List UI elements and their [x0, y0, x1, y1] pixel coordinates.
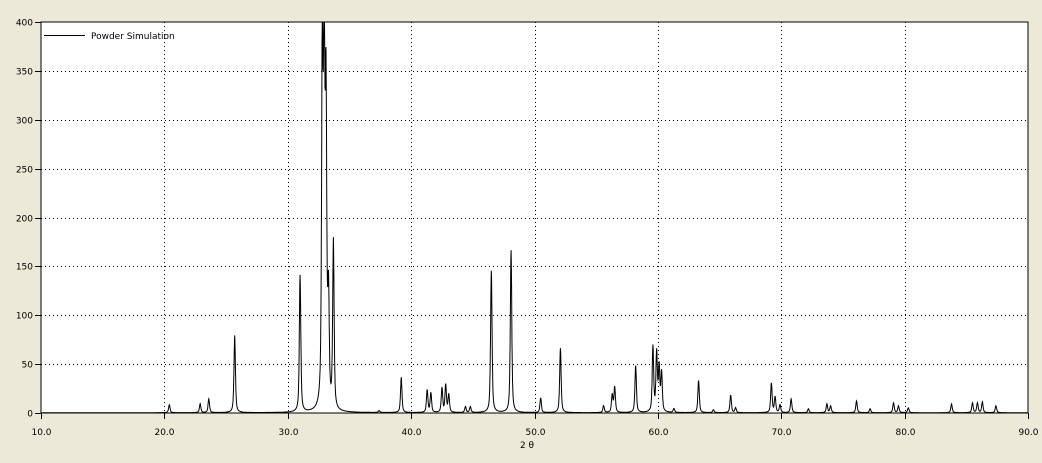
plot-border — [40, 21, 1029, 414]
x-tick-label: 20.0 — [154, 428, 174, 438]
x-tick-label: 50.0 — [525, 428, 545, 438]
grid — [41, 22, 1028, 413]
y-axis: 0 50 100 150 200 250 300 350 400 — [16, 19, 41, 420]
y-tick-label: 200 — [16, 215, 33, 225]
x-tick-label: 60.0 — [648, 428, 668, 438]
x-tick-label: 40.0 — [401, 428, 421, 438]
x-axis-label: 2 θ — [520, 441, 535, 451]
x-tick-label: 30.0 — [278, 428, 298, 438]
y-tick-label: 0 — [27, 410, 33, 420]
plot-area — [41, 22, 1028, 413]
x-tick-label: 70.0 — [771, 428, 791, 438]
x-tick-label: 10.0 — [31, 428, 51, 438]
y-tick-label: 50 — [22, 361, 34, 371]
x-axis: 10.0 20.0 30.0 40.0 50.0 60.0 70.0 80.0 90.0 — [31, 413, 1039, 438]
legend: Powder Simulation — [44, 32, 175, 42]
y-tick-label: 100 — [16, 312, 33, 322]
y-tick-label: 350 — [16, 68, 33, 78]
y-tick-label: 150 — [16, 263, 33, 273]
x-tick-label: 90.0 — [1018, 428, 1038, 438]
y-tick-label: 400 — [16, 19, 33, 29]
y-tick-label: 300 — [16, 117, 33, 127]
x-tick-label: 80.0 — [895, 428, 915, 438]
legend-label: Powder Simulation — [91, 32, 175, 42]
y-tick-label: 250 — [16, 166, 33, 176]
